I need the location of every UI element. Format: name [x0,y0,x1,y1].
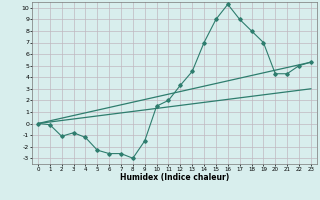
X-axis label: Humidex (Indice chaleur): Humidex (Indice chaleur) [120,173,229,182]
